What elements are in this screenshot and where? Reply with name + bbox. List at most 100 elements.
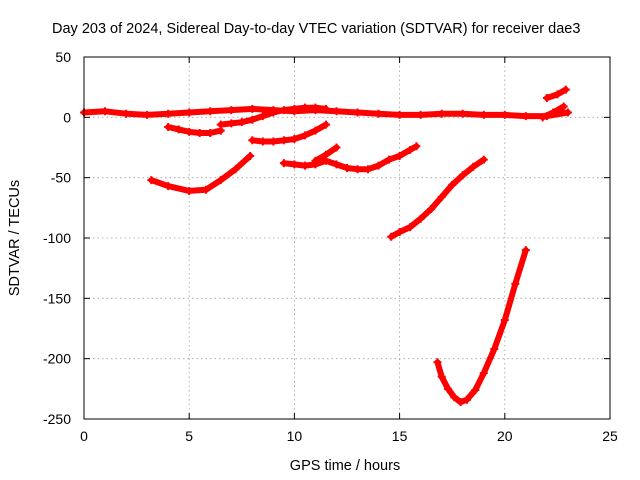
data-point: [164, 122, 173, 131]
data-point: [416, 214, 425, 223]
y-tick-label: -50: [51, 170, 71, 186]
data-point: [437, 192, 446, 201]
y-axis-label: SDTVAR / TECUs: [7, 180, 23, 296]
data-point: [353, 165, 362, 174]
data-point: [412, 142, 421, 151]
data-point: [416, 110, 425, 119]
data-point: [202, 185, 211, 194]
data-point: [549, 108, 558, 117]
y-tick-label: -200: [43, 351, 71, 367]
data-point: [561, 85, 570, 94]
data-point: [311, 103, 320, 112]
data-point: [290, 104, 299, 113]
x-tick-label: 25: [602, 428, 618, 444]
data-point: [321, 150, 330, 159]
data-point: [143, 110, 152, 119]
data-point: [521, 246, 530, 255]
data-point: [437, 109, 446, 118]
x-tick-label: 10: [287, 428, 303, 444]
data-point: [521, 112, 530, 121]
data-point: [471, 386, 480, 395]
x-tick-label: 20: [497, 428, 513, 444]
data-point: [387, 232, 396, 241]
data-point: [174, 125, 183, 134]
data-point: [450, 393, 459, 402]
series-arc-5: [147, 151, 255, 195]
data-point: [206, 129, 215, 138]
data-point: [248, 136, 257, 145]
data-point: [231, 165, 240, 174]
series-layer: [80, 85, 572, 407]
data-point: [563, 108, 572, 117]
series-arc-2: [164, 122, 225, 138]
data-point: [469, 162, 478, 171]
data-point: [395, 110, 404, 119]
data-point: [553, 90, 562, 99]
data-point: [195, 129, 204, 138]
data-point: [269, 137, 278, 146]
data-point: [448, 180, 457, 189]
data-point: [443, 384, 452, 393]
data-point: [300, 131, 309, 140]
data-point: [353, 108, 362, 117]
data-point: [427, 205, 436, 214]
data-point: [300, 103, 309, 112]
data-point: [248, 104, 257, 113]
data-point: [269, 108, 278, 117]
data-point: [311, 126, 320, 135]
series-arc-3: [216, 103, 330, 129]
data-point: [479, 110, 488, 119]
series-line: [434, 247, 529, 406]
data-point: [437, 372, 446, 381]
data-point: [458, 171, 467, 180]
series-line: [388, 156, 487, 240]
data-point: [258, 137, 267, 146]
data-point: [479, 155, 488, 164]
data-point: [458, 109, 467, 118]
data-point: [279, 159, 288, 168]
data-point: [406, 223, 415, 232]
data-point: [206, 107, 215, 116]
data-point: [290, 135, 299, 144]
data-point: [246, 151, 255, 160]
data-point: [479, 369, 488, 378]
data-point: [122, 109, 131, 118]
data-point: [332, 107, 341, 116]
data-point: [147, 176, 156, 185]
data-point: [433, 358, 442, 367]
chart-title: Day 203 of 2024, Sidereal Day-to-day VTE…: [52, 21, 580, 37]
data-point: [364, 165, 373, 174]
data-point: [279, 136, 288, 145]
data-point: [500, 316, 509, 325]
series-arc-10: [542, 85, 570, 103]
series-arc-9: [433, 246, 530, 407]
data-point: [332, 160, 341, 169]
series-arc-4: [248, 120, 330, 146]
data-point: [300, 161, 309, 170]
y-tick-label: 0: [63, 109, 71, 125]
data-point: [395, 227, 404, 236]
data-point: [385, 155, 394, 164]
data-point: [321, 104, 330, 113]
data-point: [227, 119, 236, 128]
data-point: [237, 118, 246, 127]
data-point: [311, 156, 320, 165]
data-point: [185, 186, 194, 195]
data-point: [406, 145, 415, 154]
data-point: [374, 109, 383, 118]
data-point: [500, 110, 509, 119]
data-point: [185, 127, 194, 136]
data-point: [395, 151, 404, 160]
data-point: [216, 176, 225, 185]
data-point: [462, 395, 471, 404]
data-point: [258, 112, 267, 121]
data-point: [456, 398, 465, 407]
data-point: [511, 279, 520, 288]
data-point: [248, 115, 257, 124]
data-point: [559, 102, 568, 111]
grid-layer: [84, 57, 610, 419]
y-tick-label: 50: [55, 49, 71, 65]
data-point: [290, 160, 299, 169]
